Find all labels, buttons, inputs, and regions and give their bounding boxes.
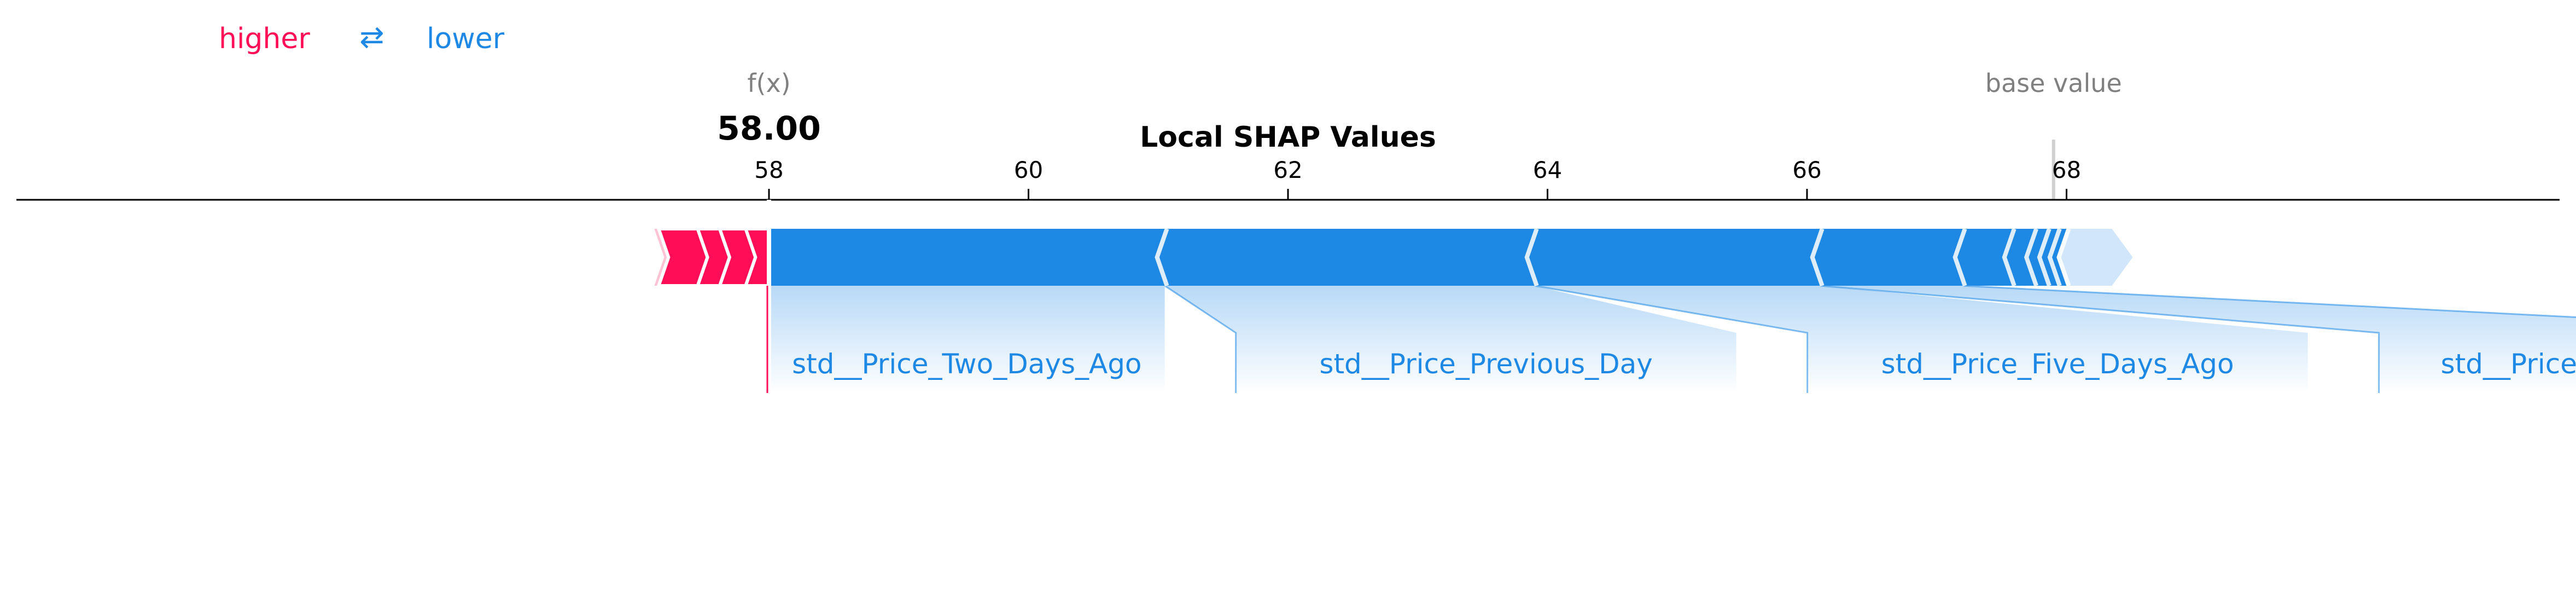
segment-divider bbox=[1953, 228, 1967, 287]
feature-label: std__Price_Three_Days_Ago bbox=[2441, 348, 2576, 380]
feature-label: std__Price_Five_Days_Ago bbox=[1881, 348, 2234, 380]
positive-feature-segment bbox=[656, 227, 709, 287]
feature-label: std__Price_Previous_Day bbox=[1319, 348, 1652, 380]
segment-divider bbox=[2002, 228, 2016, 287]
fx-value: 58.00 bbox=[717, 109, 821, 148]
feature-connector-line bbox=[1534, 285, 1809, 393]
segment-divider bbox=[1524, 228, 1539, 287]
feature-label-panel bbox=[1534, 286, 2308, 393]
x-tick-label: 60 bbox=[1014, 157, 1043, 183]
feature-connector-line bbox=[1164, 285, 1237, 393]
x-tick-label: 64 bbox=[1533, 157, 1562, 183]
negative-tail bbox=[2056, 229, 2133, 286]
legend-arrow-icon: ⇄ bbox=[359, 20, 384, 54]
segment-divider bbox=[2037, 228, 2052, 287]
chart-title: Local SHAP Values bbox=[1140, 121, 1436, 154]
feature-label-panel bbox=[769, 286, 1165, 393]
negative-feature-segment bbox=[1155, 229, 1535, 286]
feature-label-panel bbox=[1820, 286, 2576, 393]
legend-higher: higher bbox=[219, 22, 310, 55]
feature-label-panel bbox=[1164, 286, 1736, 393]
x-tick-label: 58 bbox=[754, 157, 783, 183]
legend-lower: lower bbox=[427, 22, 505, 55]
feature-label: std__Price_Two_Days_Ago bbox=[792, 348, 1141, 380]
feature-connector-line bbox=[1820, 285, 2380, 393]
fx-label: f(x) bbox=[747, 68, 790, 98]
negative-feature-segment bbox=[769, 229, 1165, 286]
negative-feature-segment bbox=[1524, 229, 1820, 286]
segment-divider bbox=[1810, 228, 1825, 287]
x-tick-label: 68 bbox=[2052, 157, 2081, 183]
segment-divider bbox=[2056, 228, 2071, 287]
segment-divider bbox=[2047, 228, 2062, 287]
segment-divider bbox=[1155, 228, 1169, 287]
segment-divider bbox=[2024, 228, 2038, 287]
x-tick-label: 66 bbox=[1792, 157, 1821, 183]
negative-feature-segment bbox=[1810, 229, 1963, 286]
base-value-label: base value bbox=[1985, 68, 2122, 98]
x-tick-label: 62 bbox=[1273, 157, 1302, 183]
feature-connector-line bbox=[1962, 285, 2576, 319]
negative-feature-segment bbox=[1953, 229, 2012, 286]
